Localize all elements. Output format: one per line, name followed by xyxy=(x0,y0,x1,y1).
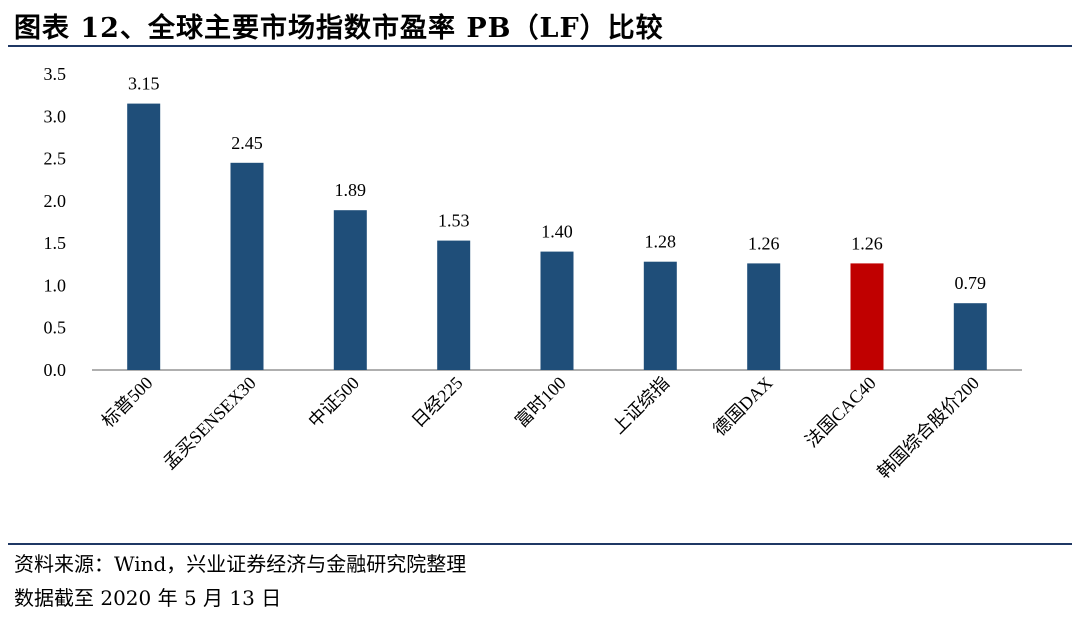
data-label: 1.53 xyxy=(438,211,470,231)
x-tick-label: 孟买SENSEX30 xyxy=(159,373,259,473)
bar xyxy=(437,240,471,370)
x-tick-label: 上证综指 xyxy=(608,373,673,438)
data-label: 1.26 xyxy=(851,233,883,253)
data-label: 1.28 xyxy=(645,232,677,252)
x-tick-label: 中证500 xyxy=(304,373,363,432)
data-label: 1.89 xyxy=(335,180,367,200)
bar xyxy=(333,210,367,370)
title-divider xyxy=(8,45,1072,47)
y-tick-label: 3.0 xyxy=(44,106,67,126)
bar-series xyxy=(127,103,987,370)
bar xyxy=(127,103,161,370)
bar xyxy=(747,263,781,370)
data-label: 2.45 xyxy=(231,133,263,153)
bar xyxy=(230,162,264,370)
category-labels: 标普500 孟买SENSEX30 中证500 日经225 富时100 上证综指 德国DAX 法… xyxy=(98,373,983,483)
bar xyxy=(540,251,574,370)
footer-divider xyxy=(8,543,1072,545)
x-tick-label: 法国CAC40 xyxy=(801,373,879,451)
source-note: 资料来源：Wind，兴业证券经济与金融研究院整理 xyxy=(14,552,467,576)
x-tick-label: 富时100 xyxy=(511,373,570,432)
data-label: 1.26 xyxy=(748,233,780,253)
data-label: 1.40 xyxy=(541,222,573,242)
data-label: 0.79 xyxy=(955,273,987,293)
data-label: 3.15 xyxy=(128,74,160,94)
chart-title: 图表 12、全球主要市场指数市盈率 PB（LF）比较 xyxy=(14,13,664,44)
x-tick-label: 德国DAX xyxy=(709,373,776,440)
y-tick-label: 2.5 xyxy=(44,149,67,169)
y-tick-label: 0.0 xyxy=(44,360,67,380)
bar xyxy=(643,261,677,370)
x-tick-label: 韩国综合股价200 xyxy=(874,373,984,483)
y-tick-label: 3.5 xyxy=(44,64,67,84)
date-note: 数据截至 2020 年 5 月 13 日 xyxy=(14,586,282,610)
bar xyxy=(850,263,884,370)
y-tick-label: 1.5 xyxy=(44,233,67,253)
y-axis: 0.0 0.5 1.0 1.5 2.0 2.5 3.0 3.5 xyxy=(44,64,67,380)
y-tick-label: 1.0 xyxy=(44,275,67,295)
bar xyxy=(953,303,987,370)
data-labels: 3.15 2.45 1.89 1.53 1.40 1.28 1.26 1.26 0.79 xyxy=(128,74,986,294)
y-tick-label: 0.5 xyxy=(44,318,67,338)
x-tick-label: 日经225 xyxy=(408,373,467,432)
x-tick-label: 标普500 xyxy=(98,373,157,432)
y-tick-label: 2.0 xyxy=(44,191,67,211)
